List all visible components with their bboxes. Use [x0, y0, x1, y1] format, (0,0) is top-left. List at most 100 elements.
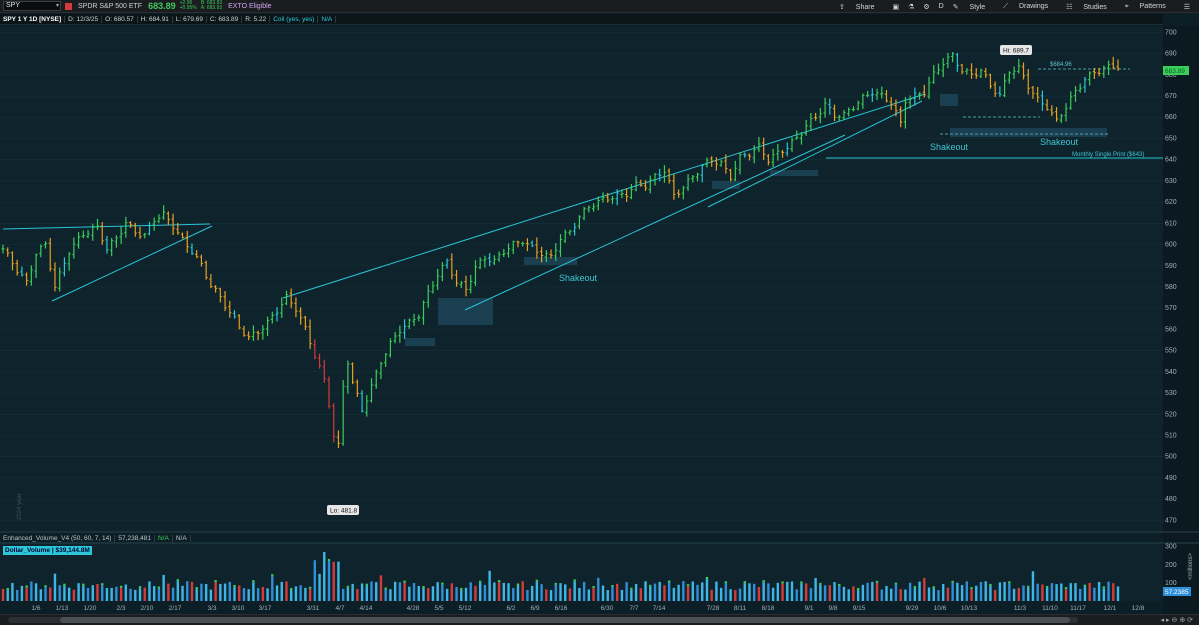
- candle-bar: [842, 110, 846, 120]
- candle-bar: [573, 222, 577, 236]
- x-tick-label: 7/28: [707, 605, 720, 612]
- volume-study-header: Enhanced_Volume_V4 (50, 60, 7, 14) 57,23…: [0, 533, 191, 543]
- candle-bar: [998, 86, 1002, 97]
- volume-bar: [729, 589, 732, 601]
- volume-bar: [460, 589, 463, 601]
- zoom-controls[interactable]: ◂ ▸ ⊖ ⊕ ⟳: [1160, 617, 1193, 624]
- candle-bar: [171, 213, 175, 236]
- candle-bar: [639, 179, 643, 187]
- flask-icon[interactable]: ⚗: [908, 3, 915, 11]
- candle-bar: [752, 145, 756, 164]
- candle-bar: [951, 52, 955, 63]
- style-button[interactable]: ✎ Style: [953, 3, 994, 11]
- candle-bar: [48, 237, 52, 272]
- candle-bar: [303, 315, 307, 331]
- volume-current-tag: 57.2385: [1165, 589, 1189, 596]
- share-button[interactable]: ⇪ Share: [839, 3, 884, 11]
- screenshot-icon[interactable]: ▣: [892, 3, 900, 11]
- volume-bar: [530, 585, 534, 601]
- period-button[interactable]: D: [938, 3, 944, 10]
- candle-bar: [851, 106, 856, 112]
- volume-bar: [819, 584, 822, 601]
- candle-bar: [856, 100, 860, 111]
- volume-bar: [852, 586, 855, 601]
- candle-bar: [884, 90, 889, 103]
- candle-bar: [1116, 59, 1120, 71]
- volume-study-name[interactable]: Enhanced_Volume_V4 (50, 60, 7, 14): [0, 534, 116, 542]
- volume-bar: [686, 586, 690, 601]
- x-tick-label: 3/31: [307, 605, 320, 612]
- symbol-input[interactable]: SPY ▾: [3, 1, 61, 11]
- volume-bar: [323, 552, 326, 601]
- y-tick-label: 590: [1165, 263, 1177, 270]
- y-tick-label: 480: [1165, 496, 1177, 503]
- candle-bar: [247, 331, 251, 341]
- candle-bar: [157, 214, 161, 224]
- candle-bar: [265, 316, 270, 336]
- volume-marker: [686, 584, 690, 587]
- gear-icon[interactable]: ⚙: [923, 3, 930, 11]
- candle-bar: [695, 172, 700, 182]
- volume-bar: [327, 561, 331, 601]
- volume-bar: [734, 589, 737, 601]
- volume-marker: [705, 576, 709, 579]
- coil-study[interactable]: Coil (yes, yes): [270, 15, 319, 23]
- volume-marker: [497, 580, 501, 583]
- studies-icon: ☷: [1066, 3, 1075, 11]
- share-icon: ⇪: [838, 3, 847, 11]
- drawings-button[interactable]: ⟋ Drawings: [1003, 3, 1057, 11]
- volume-bar: [242, 588, 246, 601]
- candle-bar: [218, 287, 222, 303]
- candle-bar: [620, 189, 624, 199]
- volume-bar: [951, 582, 954, 601]
- candle-bar: [757, 136, 761, 153]
- volume-marker: [592, 586, 595, 589]
- patterns-button[interactable]: ⌖ Patterns: [1125, 3, 1175, 11]
- y-tick-label: 640: [1165, 157, 1177, 164]
- menu-icon[interactable]: ☰: [1183, 3, 1190, 11]
- candle-bar: [629, 183, 633, 200]
- candle-bar: [506, 243, 511, 258]
- candle-bar: [388, 338, 393, 358]
- volume-bar: [337, 561, 340, 601]
- demand-zone: [940, 94, 958, 106]
- scroll-thumb[interactable]: [60, 617, 1070, 623]
- candle-bar: [190, 243, 194, 255]
- volume-bar: [30, 581, 33, 601]
- volume-bar: [667, 582, 671, 601]
- volume-bar: [455, 586, 458, 601]
- volume-bar: [318, 573, 321, 601]
- volume-bar: [568, 588, 572, 601]
- y-tick-label: 550: [1165, 348, 1177, 355]
- volume-bar: [67, 587, 71, 601]
- volume-bar: [823, 585, 827, 601]
- volume-bar: [294, 586, 298, 601]
- candle-bar: [346, 360, 350, 394]
- studies-button[interactable]: ☷ Studies: [1066, 3, 1116, 11]
- volume-bar: [838, 585, 841, 601]
- volume-bar: [209, 589, 213, 601]
- candle-bar: [1102, 65, 1106, 78]
- candle-bar: [440, 262, 444, 282]
- volume-bar: [313, 560, 317, 601]
- volume-marker: [63, 583, 66, 586]
- trend-line: [464, 134, 846, 311]
- volume-bar: [346, 587, 350, 601]
- volume-bar: [653, 583, 657, 601]
- price-change: +2.96 +0.95%: [180, 1, 197, 11]
- volume-tick-label: 300: [1165, 544, 1177, 551]
- volume-bar: [913, 587, 917, 601]
- chevron-down-icon[interactable]: ▾: [55, 3, 59, 9]
- x-tick-label: 1/6: [31, 605, 40, 612]
- volume-bar: [965, 581, 969, 601]
- volume-bar: [115, 586, 118, 601]
- volume-bar: [308, 588, 312, 601]
- candle-bar: [521, 241, 525, 247]
- volume-bar: [1074, 583, 1077, 601]
- volume-bar: [6, 589, 9, 601]
- candle-bar: [114, 235, 118, 248]
- volume-bar: [375, 582, 378, 601]
- volume-bar: [800, 583, 803, 601]
- volume-bar: [960, 585, 964, 601]
